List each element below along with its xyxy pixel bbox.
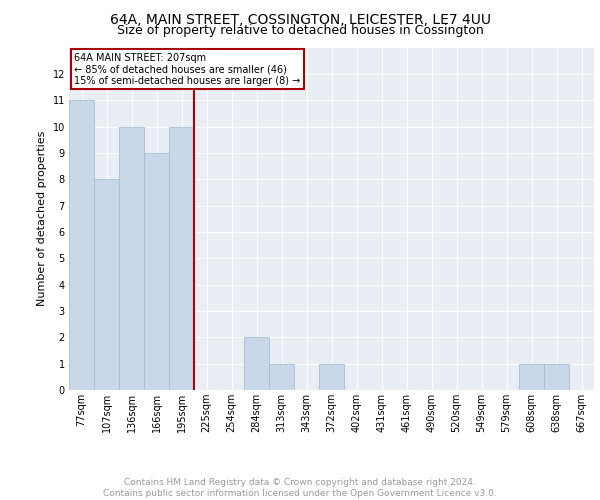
Bar [519, 364, 544, 390]
Bar [144, 153, 169, 390]
Bar [69, 100, 94, 390]
Text: 64A, MAIN STREET, COSSINGTON, LEICESTER, LE7 4UU: 64A, MAIN STREET, COSSINGTON, LEICESTER,… [110, 12, 491, 26]
Bar [119, 126, 144, 390]
Text: 64A MAIN STREET: 207sqm
← 85% of detached houses are smaller (46)
15% of semi-de: 64A MAIN STREET: 207sqm ← 85% of detache… [74, 52, 301, 86]
Text: Contains HM Land Registry data © Crown copyright and database right 2024.
Contai: Contains HM Land Registry data © Crown c… [103, 478, 497, 498]
Bar [169, 126, 194, 390]
Bar [319, 364, 344, 390]
Bar [94, 179, 119, 390]
Text: Size of property relative to detached houses in Cossington: Size of property relative to detached ho… [116, 24, 484, 37]
Bar [269, 364, 294, 390]
Bar [244, 338, 269, 390]
Bar [544, 364, 569, 390]
Y-axis label: Number of detached properties: Number of detached properties [37, 131, 47, 306]
